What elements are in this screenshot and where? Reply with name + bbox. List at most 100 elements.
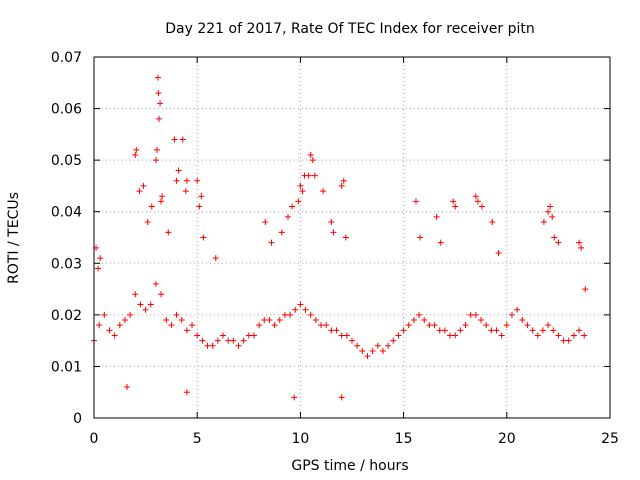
data-point [540,219,547,226]
data-point [173,177,180,184]
data-point [307,151,314,158]
data-point [278,229,285,236]
data-point [545,322,552,329]
x-tick-label: 20 [498,431,516,447]
data-point [136,188,143,195]
data-point [549,213,556,220]
data-point [417,234,424,241]
data-point [157,100,164,107]
data-point [311,172,318,179]
data-point [302,306,309,313]
data-point [96,322,103,329]
data-point [328,219,335,226]
data-point [452,332,459,339]
data-point [524,322,531,329]
data-point [240,337,247,344]
data-point [158,198,165,205]
data-point [230,337,237,344]
data-point [529,327,536,334]
data-point [359,347,366,354]
data-point [508,311,515,318]
data-point [266,317,273,324]
data-point [137,301,144,308]
data-point [488,327,495,334]
data-point [349,337,355,344]
data-point [390,337,397,344]
data-point [297,301,304,308]
plot-frame [93,56,611,419]
data-point [179,136,186,143]
y-tick-label: 0.07 [51,50,82,66]
data-point [309,157,316,164]
data-point [545,208,552,215]
data-point [539,327,546,334]
y-tick-label: 0 [73,411,82,427]
data-point [171,136,178,143]
data-point [183,177,190,184]
data-point [405,322,412,329]
data-point [183,327,190,334]
data-point [495,249,502,256]
data-point [178,317,185,324]
data-point [299,188,306,195]
data-point [163,317,170,324]
data-point [582,286,589,293]
data-point [333,327,340,334]
data-point [196,203,203,210]
data-point [457,327,464,334]
data-point [289,203,296,210]
data-point [493,327,500,334]
data-point [342,234,349,241]
data-point [412,198,419,205]
data-point [395,332,402,339]
y-tick-label: 0.02 [51,308,82,324]
data-point [437,239,444,246]
data-point [400,327,407,334]
data-point [503,322,510,329]
data-point [194,332,201,339]
data-point [343,332,350,339]
data-point [158,291,165,298]
data-point [287,311,294,318]
data-point [576,239,583,246]
data-point [447,332,454,339]
data-point [165,229,172,236]
data-point [385,342,392,349]
data-point [220,332,226,339]
data-point [152,157,159,164]
data-point [320,188,327,195]
x-axis-ticks: 0 5 10 15 20 25 [90,57,619,447]
y-tick-label: 0.04 [51,205,82,221]
data-point [338,182,345,189]
x-tick-label: 25 [601,431,619,447]
data-point [168,322,175,329]
data-point [183,389,190,396]
data-point [261,317,268,324]
data-point [328,327,335,334]
data-point [140,182,147,189]
data-point [159,193,166,200]
data-point [369,347,376,354]
data-point [318,322,325,329]
x-tick-label: 15 [395,431,413,447]
data-point [198,193,205,200]
data-point [340,177,347,184]
data-point [489,219,496,226]
data-point [547,203,554,210]
data-point [441,327,448,334]
data-point [426,322,433,329]
data-point [570,332,577,339]
data-point [250,332,257,339]
data-point [235,342,242,349]
data-point [95,265,102,272]
data-point [116,322,123,329]
data-point [256,322,263,329]
data-point [410,317,417,324]
data-point [127,311,134,318]
data-point [551,234,558,241]
data-point [374,342,381,349]
y-tick-label: 0.03 [51,256,82,272]
data-point [576,327,583,334]
y-axis-label: ROTI / TECUs [6,192,22,284]
data-point [436,327,443,334]
